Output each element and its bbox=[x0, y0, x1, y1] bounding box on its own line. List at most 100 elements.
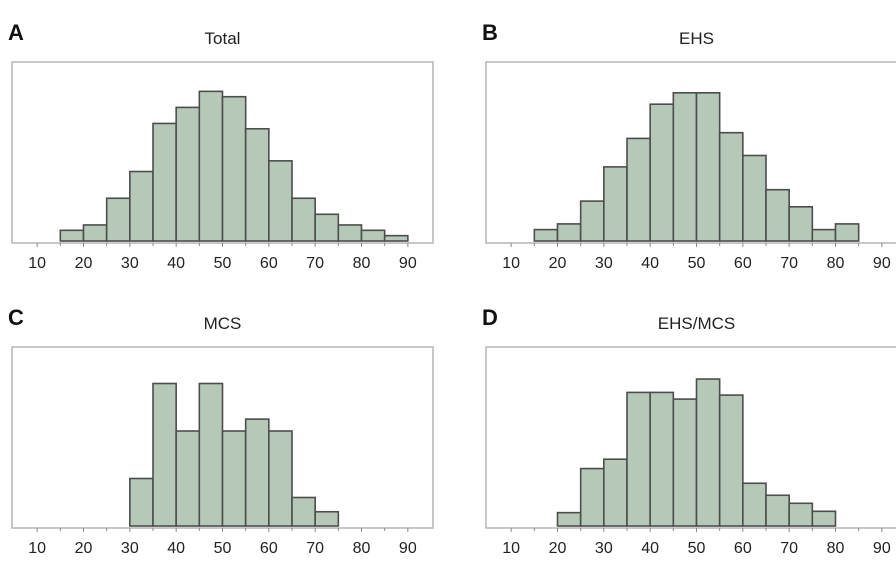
histogram-bar bbox=[672, 398, 698, 527]
histogram-bar bbox=[626, 137, 651, 242]
chart-title: MCS bbox=[204, 314, 242, 333]
x-tick-label: 60 bbox=[734, 255, 752, 272]
histogram-bar bbox=[175, 106, 201, 242]
x-tick-label: 60 bbox=[260, 255, 278, 272]
histogram-bar bbox=[695, 378, 721, 527]
histogram-bar bbox=[533, 228, 559, 242]
histogram-bar bbox=[765, 494, 790, 527]
histogram-bar bbox=[129, 477, 154, 527]
histogram-bar bbox=[268, 160, 293, 242]
x-tick-label: 50 bbox=[214, 255, 232, 272]
x-tick-label: 10 bbox=[28, 255, 46, 272]
histogram-bar bbox=[221, 95, 247, 242]
panel-label: C bbox=[8, 305, 24, 330]
histogram-chart: C MCS 10 20 30 40 50 60 70 80 90 bbox=[8, 305, 434, 557]
histogram-bar bbox=[626, 391, 651, 527]
histogram-bar bbox=[649, 103, 675, 242]
histogram-bar bbox=[579, 200, 605, 242]
histogram-bar bbox=[672, 92, 698, 242]
histogram-chart: A Total 10 20 30 40 50 60 70 80 90 bbox=[8, 20, 434, 272]
chart-title: EHS/MCS bbox=[658, 314, 735, 333]
histogram-bar bbox=[291, 496, 316, 527]
x-tick-label: 70 bbox=[306, 255, 324, 272]
panel-a: A Total 10 20 30 40 50 60 70 80 90 bbox=[0, 0, 448, 285]
x-tick-label: 90 bbox=[873, 255, 891, 272]
histogram-bar bbox=[152, 122, 177, 242]
histogram-bar bbox=[268, 430, 293, 527]
histogram-bar bbox=[198, 382, 224, 527]
histogram-bar bbox=[695, 92, 721, 242]
x-tick-label: 80 bbox=[353, 540, 371, 557]
x-tick-label: 30 bbox=[121, 540, 139, 557]
x-tick-label: 50 bbox=[688, 540, 706, 557]
histogram-bar bbox=[718, 131, 744, 242]
histogram-bar bbox=[765, 188, 790, 242]
x-tick-label: 40 bbox=[167, 540, 185, 557]
panel-label: B bbox=[482, 20, 498, 45]
x-tick-label: 30 bbox=[595, 540, 613, 557]
x-tick-label: 80 bbox=[827, 540, 845, 557]
histogram-bar bbox=[383, 234, 409, 242]
chart-title: Total bbox=[205, 29, 241, 48]
x-tick-label: 40 bbox=[641, 255, 659, 272]
histogram-bar bbox=[244, 127, 270, 242]
histogram-bar bbox=[244, 418, 270, 527]
histogram-chart: D EHS/MCS 10 20 30 40 50 60 70 80 90 bbox=[482, 305, 896, 557]
histogram-bar bbox=[59, 229, 85, 242]
x-tick-label: 50 bbox=[688, 255, 706, 272]
x-tick-label: 80 bbox=[827, 255, 845, 272]
histogram-bar bbox=[175, 430, 201, 527]
histogram-bar bbox=[314, 510, 340, 527]
histogram-bar bbox=[788, 502, 814, 527]
histogram-chart: B EHS 10 20 30 40 50 60 70 80 90 bbox=[482, 20, 896, 272]
histogram-bar bbox=[742, 154, 767, 242]
histogram-bar bbox=[105, 197, 131, 242]
x-tick-label: 90 bbox=[399, 540, 417, 557]
panel-c: C MCS 10 20 30 40 50 60 70 80 90 bbox=[0, 285, 448, 570]
histogram-bar bbox=[556, 511, 582, 527]
x-tick-label: 10 bbox=[502, 540, 520, 557]
x-tick-label: 20 bbox=[75, 540, 93, 557]
x-tick-label: 90 bbox=[873, 540, 891, 557]
histogram-bar bbox=[129, 170, 154, 242]
panel-b: B EHS 10 20 30 40 50 60 70 80 90 bbox=[474, 0, 896, 285]
x-tick-label: 10 bbox=[502, 255, 520, 272]
x-tick-label: 20 bbox=[549, 540, 567, 557]
histogram-bar bbox=[579, 467, 605, 527]
histogram-bar bbox=[811, 228, 837, 242]
panel-label: D bbox=[482, 305, 498, 330]
histogram-bar bbox=[603, 458, 628, 527]
histogram-bar bbox=[314, 213, 340, 242]
x-tick-label: 20 bbox=[549, 255, 567, 272]
x-tick-label: 30 bbox=[121, 255, 139, 272]
histogram-bar bbox=[152, 382, 177, 527]
histogram-bar bbox=[291, 197, 316, 242]
histogram-bar bbox=[82, 224, 108, 242]
histogram-bar bbox=[834, 223, 860, 242]
histogram-bar bbox=[221, 430, 247, 527]
x-tick-label: 30 bbox=[595, 255, 613, 272]
histogram-bar bbox=[556, 223, 582, 242]
histogram-bar bbox=[742, 482, 767, 527]
histogram-bar bbox=[788, 206, 814, 242]
histogram-bar bbox=[811, 510, 837, 527]
x-tick-label: 50 bbox=[214, 540, 232, 557]
histogram-bar bbox=[649, 391, 675, 527]
histogram-bar bbox=[337, 224, 363, 242]
x-tick-label: 70 bbox=[780, 540, 798, 557]
panel-label: A bbox=[8, 20, 24, 45]
histogram-bar bbox=[360, 229, 386, 242]
x-tick-label: 40 bbox=[167, 255, 185, 272]
x-tick-label: 10 bbox=[28, 540, 46, 557]
histogram-bar bbox=[718, 394, 744, 527]
x-tick-label: 20 bbox=[75, 255, 93, 272]
x-tick-label: 40 bbox=[641, 540, 659, 557]
x-tick-label: 70 bbox=[306, 540, 324, 557]
x-tick-label: 60 bbox=[260, 540, 278, 557]
histogram-bar bbox=[603, 166, 628, 242]
chart-title: EHS bbox=[679, 29, 714, 48]
panel-d: D EHS/MCS 10 20 30 40 50 60 70 80 90 bbox=[474, 285, 896, 570]
x-tick-label: 80 bbox=[353, 255, 371, 272]
x-tick-label: 70 bbox=[780, 255, 798, 272]
x-tick-label: 60 bbox=[734, 540, 752, 557]
